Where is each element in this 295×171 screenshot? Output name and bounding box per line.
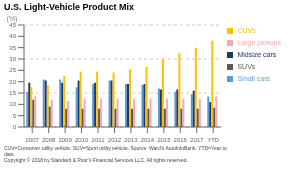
- svg-text:35: 35: [9, 45, 16, 51]
- svg-text:2010: 2010: [75, 137, 89, 143]
- svg-text:YTD2018: YTD2018: [207, 137, 221, 145]
- html-text:Large pickups: Large pickups: [237, 39, 281, 46]
- html-text:date.: date.: [4, 151, 16, 157]
- html-text:Copyright © 2018 by Standard &: Copyright © 2018 by Standard & Poor's Fi…: [4, 157, 188, 163]
- svg-text:25: 25: [9, 67, 16, 73]
- html-text:U.S. Light-Vehicle Product Mix: U.S. Light-Vehicle Product Mix: [4, 2, 134, 12]
- svg-text:2007: 2007: [26, 137, 40, 143]
- svg-text:5: 5: [13, 113, 17, 119]
- svg-text:2012: 2012: [108, 137, 122, 143]
- svg-text:2015: 2015: [157, 137, 171, 143]
- svg-text:20: 20: [9, 79, 16, 85]
- html-text:CUVs: CUVs: [237, 27, 256, 34]
- svg-text:2009: 2009: [58, 137, 72, 143]
- svg-text:2008: 2008: [42, 137, 56, 143]
- svg-text:15: 15: [9, 90, 16, 96]
- svg-text:2017: 2017: [190, 137, 204, 143]
- svg-text:2016: 2016: [174, 137, 188, 143]
- svg-text:2011: 2011: [92, 137, 106, 143]
- svg-text:40: 40: [9, 33, 16, 39]
- html-text:CUV=Crossover utility vehicle.: CUV=Crossover utility vehicle. SUV=Sport…: [4, 145, 227, 151]
- svg-text:45: 45: [9, 22, 16, 28]
- svg-text:(%): (%): [8, 15, 17, 23]
- html-text:Small cars: Small cars: [237, 75, 271, 82]
- html-text:SUVs: SUVs: [237, 63, 256, 70]
- html-text:Midsize cars: Midsize cars: [237, 51, 277, 58]
- svg-text:0: 0: [13, 124, 17, 130]
- svg-text:30: 30: [9, 56, 16, 62]
- svg-text:2013: 2013: [124, 137, 138, 143]
- svg-text:10: 10: [9, 101, 16, 107]
- svg-text:2014: 2014: [141, 137, 155, 143]
